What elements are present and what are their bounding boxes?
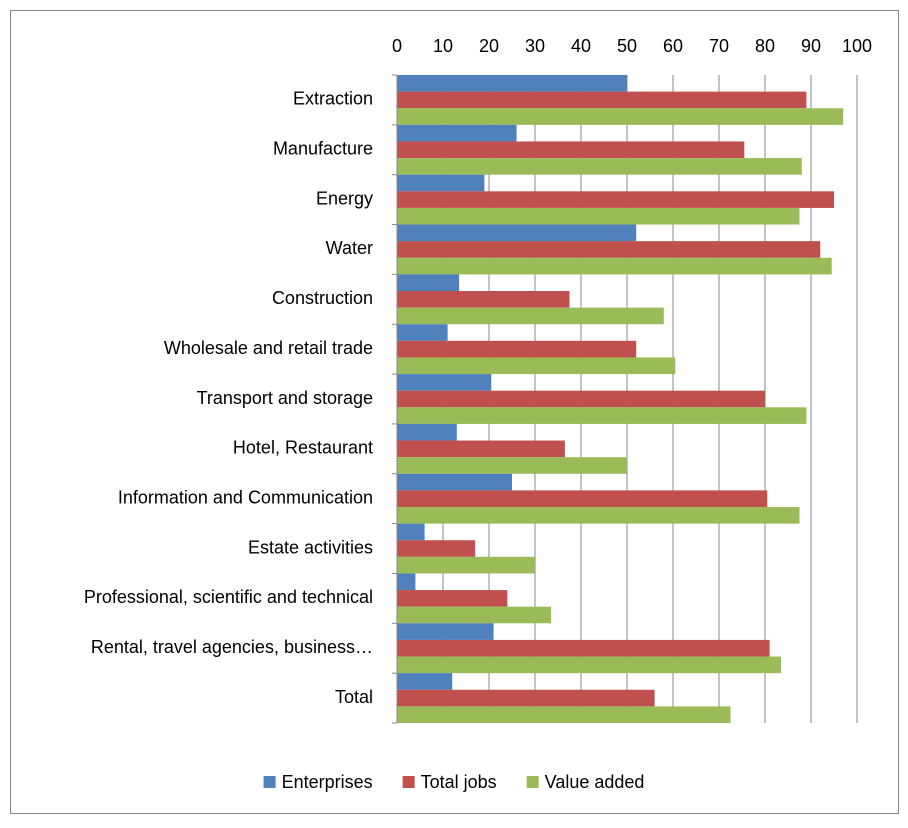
bar: [397, 340, 637, 358]
bar: [397, 191, 834, 208]
legend-label: Total jobs: [421, 772, 497, 792]
x-tick-label: 30: [525, 36, 545, 56]
bar: [397, 124, 517, 142]
bar: [397, 274, 460, 291]
x-tick-label: 80: [755, 36, 775, 56]
bar: [397, 357, 676, 375]
bar: [397, 457, 627, 474]
bar: [397, 623, 494, 640]
x-tick-label: 40: [571, 36, 591, 56]
legend-label: Value added: [545, 772, 645, 792]
legend-swatch: [263, 776, 276, 788]
bar: [397, 158, 802, 175]
y-tick-label: Total: [335, 687, 373, 707]
bar: [397, 556, 535, 574]
bar: [397, 490, 768, 507]
y-tick-label: Professional, scientific and technical: [84, 587, 373, 607]
x-tick-label: 60: [663, 36, 683, 56]
bar: [397, 257, 832, 275]
bar: [397, 91, 807, 109]
x-tick-label: 70: [709, 36, 729, 56]
bar: [397, 307, 664, 325]
y-tick-label: Water: [326, 238, 373, 258]
bar: [397, 673, 453, 690]
bar: [397, 374, 492, 391]
bar: [397, 291, 570, 308]
bar: [397, 639, 770, 657]
y-tick-label: Transport and storage: [197, 388, 373, 408]
bar: [397, 407, 807, 424]
y-tick-label: Estate activities: [248, 537, 373, 557]
y-tick-label: Energy: [316, 188, 373, 208]
bar: [397, 590, 508, 607]
bar: [397, 75, 627, 92]
x-tick-label: 20: [479, 36, 499, 56]
bar: [397, 689, 655, 707]
x-tick-label: 100: [842, 36, 872, 56]
bar: [397, 241, 821, 258]
bar: [397, 473, 512, 491]
bar: [397, 174, 485, 192]
bar: [397, 324, 448, 341]
bar: [397, 141, 745, 159]
x-tick-label: 50: [617, 36, 637, 56]
bar: [397, 390, 765, 408]
bar: [397, 108, 844, 125]
bar: [397, 540, 476, 557]
legend-swatch: [526, 776, 539, 788]
y-tick-label: Manufacture: [273, 139, 373, 159]
y-tick-label: Construction: [272, 288, 373, 308]
bar: [397, 523, 425, 541]
bar: [397, 207, 800, 225]
bar: [397, 706, 731, 723]
bar: [397, 507, 800, 524]
y-tick-label: Extraction: [293, 89, 373, 109]
bar: [397, 224, 637, 242]
bar: [397, 423, 457, 441]
x-tick-label: 0: [392, 36, 402, 56]
y-tick-label: Information and Communication: [118, 487, 373, 507]
bar: [397, 656, 782, 674]
y-tick-label: Wholesale and retail trade: [164, 338, 373, 358]
bar: [397, 573, 416, 591]
x-tick-label: 90: [801, 36, 821, 56]
legend-label: Enterprises: [282, 772, 373, 792]
y-tick-label: Hotel, Restaurant: [233, 438, 373, 458]
bar: [397, 440, 565, 458]
y-tick-label: Rental, travel agencies, business…: [91, 637, 373, 657]
x-tick-label: 10: [433, 36, 453, 56]
bar: [397, 606, 552, 624]
legend-swatch: [402, 776, 415, 788]
